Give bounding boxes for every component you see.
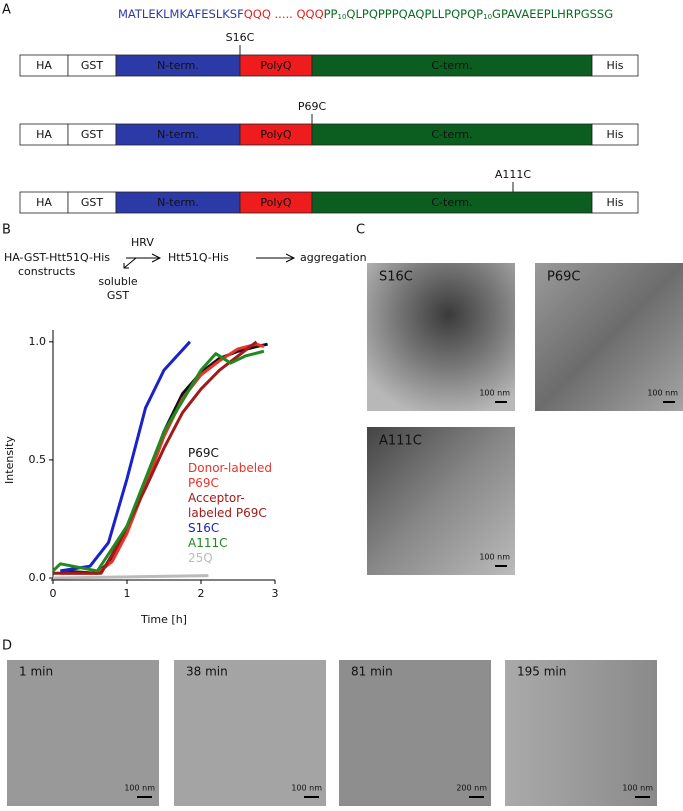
- legend-entry: Acceptor-labeled P69C: [188, 491, 267, 520]
- y-axis-label: Intensity: [3, 436, 16, 484]
- scale-label: 100 nm: [479, 553, 510, 562]
- mutation-label: P69C: [298, 100, 327, 113]
- domain-label: His: [606, 59, 623, 72]
- domain-label: PolyQ: [260, 128, 292, 141]
- y-tick-label: 0.5: [29, 453, 47, 466]
- em-image: [174, 660, 326, 806]
- scale-label: 100 nm: [479, 389, 510, 398]
- legend-entry: 25Q: [188, 551, 213, 565]
- domain-label: C-term.: [431, 128, 472, 141]
- x-tick-label: 0: [50, 587, 57, 600]
- domain-label: N-term.: [157, 128, 199, 141]
- image-label: 195 min: [517, 665, 566, 679]
- x-tick-label: 3: [272, 587, 279, 600]
- scale-label: 100 nm: [291, 784, 322, 793]
- em-image: [505, 660, 657, 806]
- y-tick-label: 0.0: [29, 571, 47, 584]
- series-line: [51, 349, 265, 573]
- scale-label: 100 nm: [622, 784, 653, 793]
- domain-label: PolyQ: [260, 196, 292, 209]
- panel-letter: C: [356, 223, 365, 238]
- seq-c: QLPQPPPQAQPLLPQPQP: [346, 7, 483, 21]
- scheme-text: soluble: [98, 275, 138, 288]
- scale-label: 200 nm: [456, 784, 487, 793]
- seq-sub: 10: [483, 13, 492, 21]
- image-label: 38 min: [186, 665, 228, 679]
- series-line: [53, 340, 258, 575]
- legend-entry: Donor-labeled P69C: [188, 461, 273, 490]
- x-tick-label: 1: [124, 587, 131, 600]
- scheme-text: GST: [107, 289, 130, 302]
- mutation-label: A111C: [495, 168, 532, 181]
- scale-label: 100 nm: [647, 389, 678, 398]
- scheme-text: HRV: [131, 236, 154, 249]
- em-image: [339, 660, 491, 806]
- series-line: [52, 574, 209, 580]
- em-image: [7, 660, 159, 806]
- image-label: A111C: [379, 434, 422, 449]
- panel-letter: D: [2, 639, 12, 654]
- domain-label: GST: [81, 59, 104, 72]
- em-image: [367, 427, 515, 575]
- domain: [591, 123, 639, 146]
- domain-label: GST: [81, 196, 104, 209]
- domain-label: GST: [81, 128, 104, 141]
- domain-label: HA: [36, 196, 52, 209]
- sequence: MATLEKLMKAFESLKSFQQQ ..... QQQPP10QLPQPP…: [118, 7, 613, 22]
- scale-label: 100 nm: [124, 784, 155, 793]
- domain-label: C-term.: [431, 196, 472, 209]
- image-label: 81 min: [351, 665, 393, 679]
- em-image: [367, 263, 515, 411]
- domain-label: N-term.: [157, 196, 199, 209]
- image-label: S16C: [379, 270, 413, 285]
- scheme-text: constructs: [18, 265, 76, 278]
- domain-label: PolyQ: [260, 59, 292, 72]
- y-tick-label: 1.0: [29, 335, 47, 348]
- seq-c: GPAVAEEPLHRPGSSG: [492, 7, 613, 21]
- arrow: [123, 253, 162, 269]
- seq-polyq: QQQ ..... QQQ: [244, 7, 324, 21]
- domain-label: N-term.: [157, 59, 199, 72]
- domain-label: His: [606, 196, 623, 209]
- domain-label: HA: [36, 59, 52, 72]
- image-label: P69C: [547, 270, 580, 285]
- domain-label: C-term.: [431, 59, 472, 72]
- series-line: [60, 340, 192, 573]
- seq-c: PP: [324, 7, 338, 21]
- domain-label: HA: [36, 128, 52, 141]
- mutation-label: S16C: [226, 31, 255, 44]
- seq-sub: 10: [338, 13, 347, 21]
- panel-letter: A: [2, 3, 11, 18]
- scheme-text: aggregation: [300, 251, 367, 264]
- domain: [591, 191, 639, 214]
- panel-letter: B: [2, 223, 11, 238]
- domain: [591, 54, 639, 77]
- x-tick-label: 2: [198, 587, 205, 600]
- image-label: 1 min: [19, 665, 53, 679]
- x-axis-label: Time [h]: [140, 613, 187, 626]
- domain-label: His: [606, 128, 623, 141]
- legend-entry: S16C: [188, 521, 220, 535]
- em-image: [535, 263, 683, 411]
- legend-entry: A111C: [188, 536, 228, 550]
- arrow: [256, 253, 296, 263]
- seq-n: MATLEKLMKAFESLKSF: [118, 7, 244, 21]
- legend-entry: P69C: [188, 446, 219, 460]
- legend: P69C Donor-labeled P69C Acceptor-labeled P…: [188, 446, 288, 566]
- scheme-text: HA-GST-Htt51Q-His: [4, 251, 110, 264]
- scheme-text: Htt51Q-His: [168, 251, 229, 264]
